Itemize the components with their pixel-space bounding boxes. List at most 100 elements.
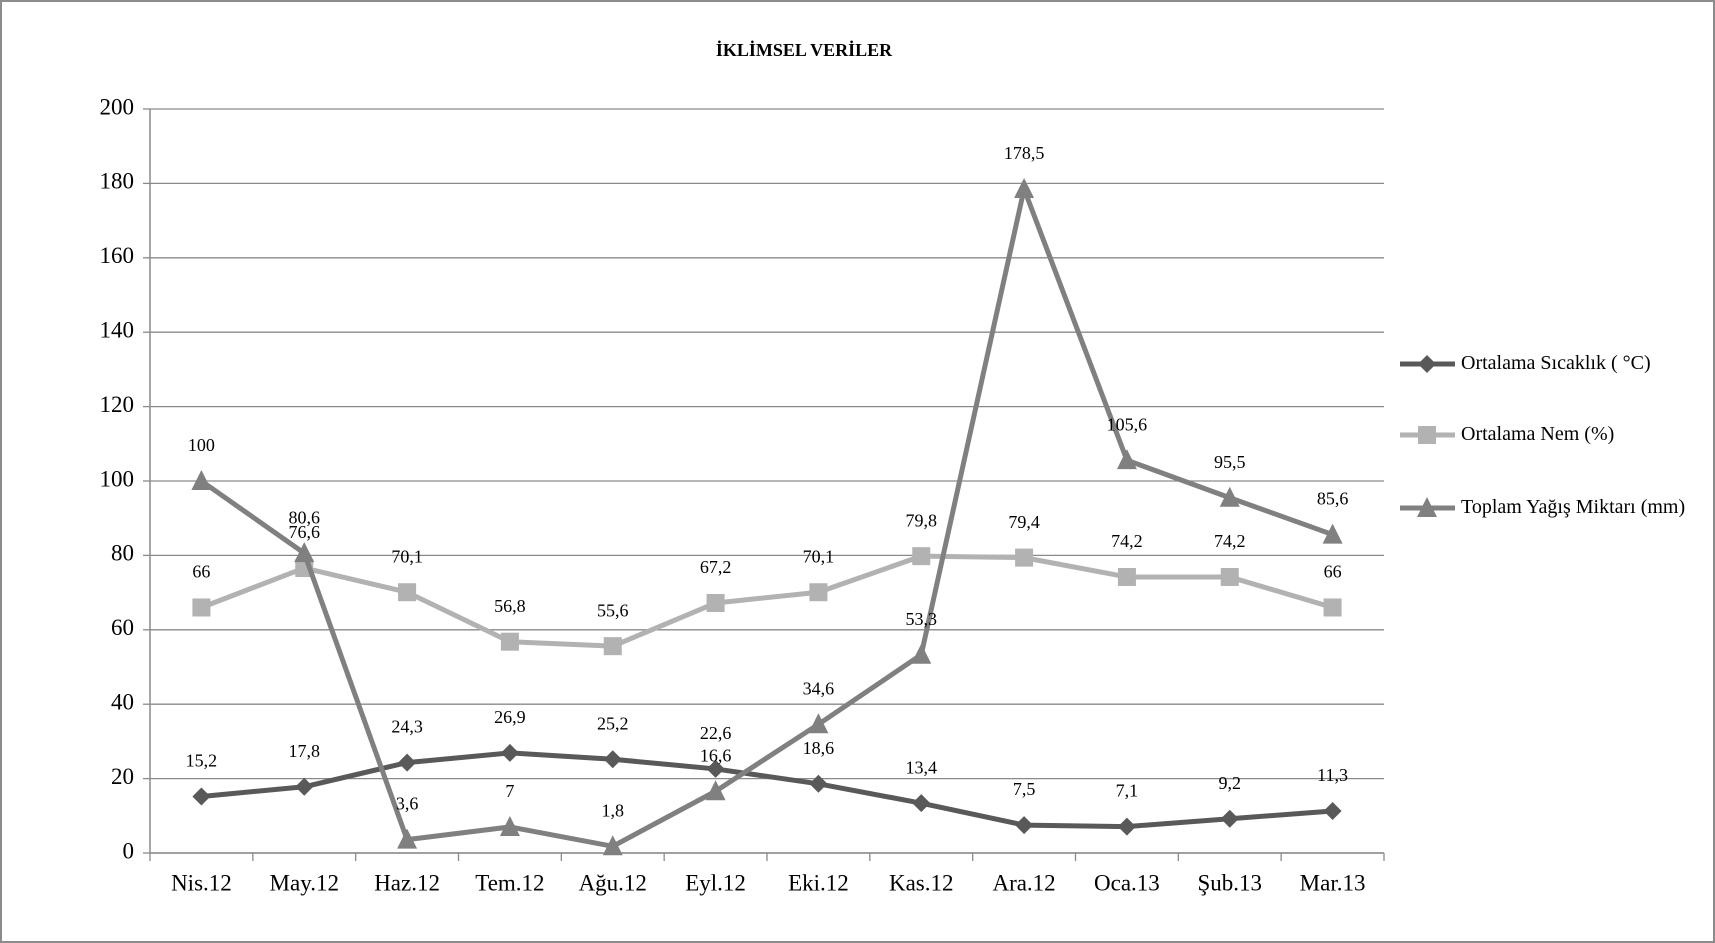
marker [398,753,417,772]
y-tick-label: 160 [100,243,135,268]
marker [1116,449,1137,470]
y-tick-label: 40 [111,689,134,714]
data-label: 56,8 [494,596,526,616]
marker [706,594,725,613]
data-label: 100 [188,435,215,455]
data-label: 66 [192,562,210,582]
y-tick-label: 140 [100,317,135,342]
marker [397,828,418,849]
data-label: 15,2 [186,751,218,771]
marker [295,777,314,796]
y-tick-label: 80 [111,541,134,566]
marker [912,794,931,813]
marker [809,774,828,793]
data-label: 18,6 [803,738,835,758]
series [191,177,1343,856]
marker [500,632,519,651]
marker [1117,567,1136,586]
data-label: 53,3 [906,609,938,629]
marker [1418,426,1436,444]
marker [1015,548,1034,567]
chart-title: İKLİMSEL VERİLER [716,40,893,60]
data-label: 1,8 [602,800,625,820]
data-label: 95,5 [1214,452,1246,472]
data-label: 25,2 [597,713,629,733]
data-label: 16,6 [700,745,732,765]
series-line [201,750,1333,830]
marker [808,713,829,734]
data-label: 80,6 [289,507,321,527]
x-tick-label: Eki.12 [788,870,849,895]
data-label: 22,6 [700,723,732,743]
marker [192,598,211,617]
legend-label: Ortalama Nem (%) [1461,423,1615,445]
data-label: 70,1 [391,546,423,566]
marker [191,470,212,490]
marker [911,643,932,664]
marker [294,542,315,563]
marker [1323,801,1342,820]
x-tick-label: Mar.13 [1300,870,1366,895]
series-line [199,186,1334,849]
legend-label: Toplam Yağış Miktarı (mm) [1461,496,1686,518]
data-label: 7,5 [1013,779,1036,799]
marker [602,835,623,856]
data-label: 66 [1324,562,1342,582]
x-tick-label: Kas.12 [889,870,954,895]
data-label: 9,2 [1219,773,1242,793]
x-tick-label: Şub.13 [1197,870,1262,895]
marker [705,780,726,801]
x-tick-label: Oca.13 [1094,870,1160,895]
series [192,743,1342,836]
data-label: 34,6 [803,678,835,698]
series [192,547,1342,656]
marker [1220,567,1239,586]
data-label: 85,6 [1317,489,1349,509]
x-tick-label: May.12 [270,870,339,895]
marker [1322,523,1343,544]
data-label: 26,9 [494,707,526,727]
data-label: 74,2 [1111,531,1143,551]
data-label: 178,5 [1004,143,1045,163]
data-label: 11,3 [1317,765,1348,785]
x-tick-label: Eyl.12 [685,870,746,895]
data-label: 74,2 [1214,531,1246,551]
marker [1015,816,1034,835]
marker [398,583,417,602]
data-label: 76,6 [289,522,321,542]
data-label: 7,1 [1116,781,1139,801]
y-tick-label: 120 [100,392,135,417]
marker [706,759,725,778]
x-tick-label: Nis.12 [171,870,232,895]
marker [500,743,519,762]
data-label: 24,3 [391,717,423,737]
y-tick-label: 100 [100,466,135,491]
marker [499,815,520,836]
x-tick-label: Haz.12 [374,870,440,895]
data-label: 70,1 [803,546,835,566]
y-tick-label: 180 [100,169,135,194]
x-tick-label: Tem.12 [475,870,544,895]
marker [1014,177,1035,198]
marker [1417,497,1437,517]
data-label: 3,6 [396,794,419,814]
y-tick-label: 200 [100,94,135,119]
data-label: 105,6 [1107,414,1148,434]
data-label: 13,4 [906,757,938,777]
marker [1418,355,1436,373]
x-tick-label: Ağu.12 [579,870,647,895]
legend-label: Ortalama Sıcaklık ( °C) [1461,352,1651,374]
marker [603,750,622,769]
marker [1117,817,1136,836]
data-label: 67,2 [700,557,732,577]
data-label: 79,4 [1008,512,1040,532]
marker [1220,809,1239,828]
marker [809,583,828,602]
marker [912,547,931,566]
data-label: 55,6 [597,600,629,620]
marker [1323,598,1342,617]
marker [192,787,211,806]
